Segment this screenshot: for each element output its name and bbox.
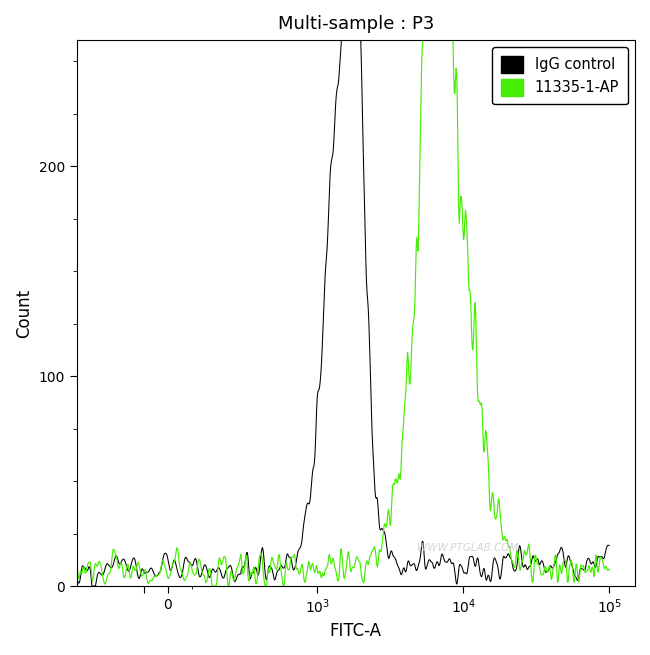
IgG control [110, 560, 118, 568]
Y-axis label: Count: Count [15, 288, 33, 337]
IgG control [73, 575, 81, 583]
11335-1-AP [538, 571, 546, 578]
Legend: IgG control, 11335-1-AP: IgG control, 11335-1-AP [492, 47, 628, 104]
X-axis label: FITC-A: FITC-A [330, 622, 382, 640]
11335-1-AP [488, 493, 496, 500]
11335-1-AP [73, 560, 81, 568]
IgG control [400, 565, 408, 573]
11335-1-AP [605, 567, 613, 574]
Line: 11335-1-AP: 11335-1-AP [77, 0, 609, 586]
Line: IgG control: IgG control [77, 0, 609, 586]
IgG control [88, 582, 96, 590]
IgG control [413, 565, 421, 572]
IgG control [428, 559, 436, 567]
Title: Multi-sample : P3: Multi-sample : P3 [278, 15, 434, 33]
11335-1-AP [400, 412, 408, 420]
IgG control [605, 542, 613, 550]
11335-1-AP [209, 582, 216, 590]
Text: WWW.PTGLAB.COM: WWW.PTGLAB.COM [417, 543, 518, 553]
IgG control [538, 557, 546, 565]
11335-1-AP [413, 233, 421, 241]
IgG control [488, 571, 496, 578]
11335-1-AP [109, 548, 116, 556]
